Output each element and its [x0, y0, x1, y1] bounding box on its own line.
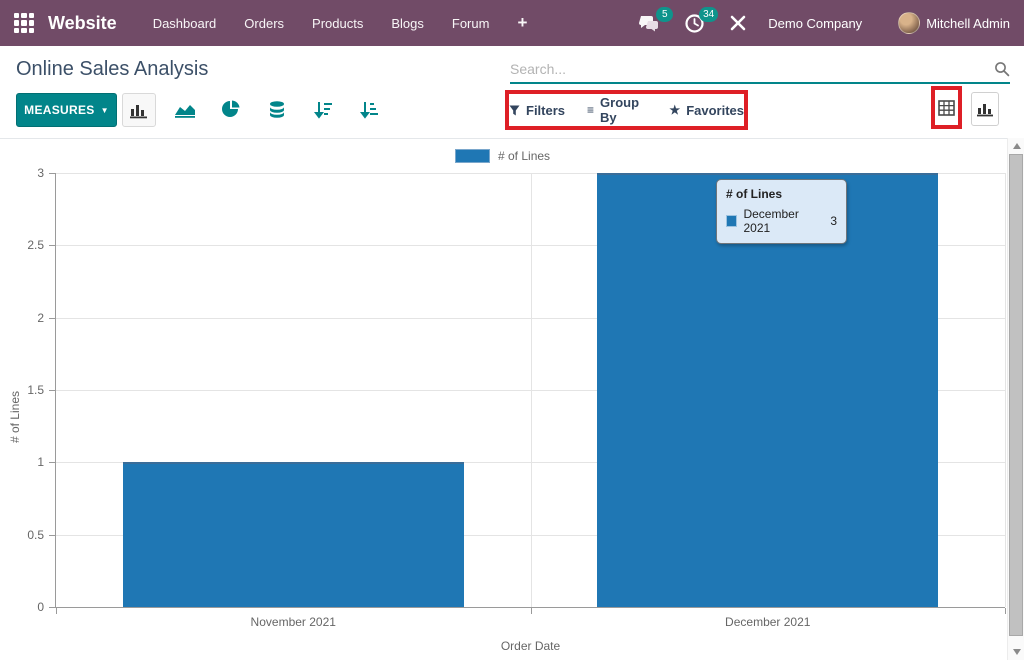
y-tick-label: 1.5: [27, 383, 44, 397]
messages-badge: 5: [656, 7, 673, 22]
scroll-up-arrow[interactable]: [1008, 138, 1024, 154]
user-avatar[interactable]: [898, 12, 920, 34]
pivot-view-annotation-box: [931, 86, 962, 129]
bar-chart-icon: [129, 101, 149, 119]
apps-menu-icon[interactable]: [14, 13, 34, 33]
company-switcher[interactable]: Demo Company: [768, 16, 862, 31]
y-tick-mark: [49, 318, 55, 319]
y-tick-mark: [49, 462, 55, 463]
user-menu[interactable]: Mitchell Admin: [926, 16, 1010, 31]
scroll-down-arrow[interactable]: [1008, 644, 1024, 660]
search-bar: [510, 56, 1010, 84]
page-title: Online Sales Analysis: [16, 58, 208, 81]
sort-asc-icon: [359, 100, 379, 120]
nav-item-products[interactable]: Products: [298, 0, 377, 46]
y-tick-label: 2.5: [27, 238, 44, 252]
sort-descending-button[interactable]: [306, 93, 340, 127]
x-tick-mark: [1005, 608, 1006, 614]
filter-funnel-icon: [509, 105, 520, 116]
y-axis-title: # of Lines: [8, 391, 22, 443]
caret-down-icon: ▼: [101, 106, 109, 115]
nav-item-dashboard[interactable]: Dashboard: [139, 0, 231, 46]
bar-chart-type-button[interactable]: [122, 93, 156, 127]
sort-ascending-button[interactable]: [352, 93, 386, 127]
nav-item-forum[interactable]: Forum: [438, 0, 504, 46]
tooltip-swatch: [726, 215, 737, 227]
vertical-scrollbar: [1007, 138, 1024, 660]
table-grid-icon: [938, 100, 955, 116]
search-icon[interactable]: [994, 61, 1010, 77]
x-tick-mark: [531, 608, 532, 614]
search-facets-annotation-box: Filters ≡ Group By ★ Favorites: [505, 90, 748, 130]
measures-button[interactable]: MEASURES ▼: [16, 93, 117, 127]
tooltip-value: 3: [830, 214, 837, 228]
group-by-button[interactable]: ≡ Group By: [587, 95, 647, 125]
legend-swatch: [455, 149, 490, 163]
y-tick-label: 0.5: [27, 528, 44, 542]
y-tick-label: 0: [37, 600, 44, 614]
graph-view-icon: [976, 101, 994, 117]
sort-desc-icon: [313, 100, 333, 120]
scrollbar-thumb[interactable]: [1009, 154, 1023, 636]
y-tick-mark: [49, 607, 55, 608]
app-name[interactable]: Website: [48, 13, 117, 34]
pie-chart-icon: [221, 100, 241, 120]
area-chart-icon: [174, 101, 196, 119]
y-tick-mark: [49, 390, 55, 391]
tooltip-title: # of Lines: [726, 187, 837, 201]
chart-area: # of Lines # of Lines Order Date 00.511.…: [0, 138, 1007, 660]
favorites-button[interactable]: ★ Favorites: [669, 103, 744, 118]
tooltip-label: December 2021: [743, 207, 824, 235]
toolbar: MEASURES ▼: [0, 86, 1024, 138]
plot-area: Order Date 00.511.522.53November 2021Dec…: [55, 173, 1005, 608]
vertical-gridline: [531, 173, 532, 607]
x-category-label: November 2021: [251, 615, 336, 629]
chart-tooltip: # of Lines December 2021 3: [716, 179, 847, 244]
graph-view-button[interactable]: [971, 92, 999, 126]
nav-item-blogs[interactable]: Blogs: [377, 0, 438, 46]
pivot-view-button[interactable]: [938, 100, 955, 116]
x-axis-title: Order Date: [501, 639, 560, 653]
y-tick-mark: [49, 245, 55, 246]
database-stack-icon: [267, 100, 287, 120]
y-tick-mark: [49, 535, 55, 536]
y-tick-label: 3: [37, 166, 44, 180]
line-chart-type-button[interactable]: [168, 93, 202, 127]
stacked-toggle-button[interactable]: [260, 93, 294, 127]
x-tick-mark: [56, 608, 57, 614]
activities-button[interactable]: 34: [685, 14, 704, 33]
nav-item-orders[interactable]: Orders: [230, 0, 298, 46]
pie-chart-type-button[interactable]: [214, 93, 248, 127]
x-category-label: December 2021: [725, 615, 810, 629]
star-icon: ★: [669, 103, 680, 117]
developer-tools-icon[interactable]: [730, 15, 746, 31]
group-by-icon: ≡: [587, 103, 594, 117]
vertical-gridline: [1005, 173, 1006, 607]
plus-icon[interactable]: +: [503, 0, 541, 46]
legend-label: # of Lines: [498, 149, 550, 163]
search-input[interactable]: [510, 61, 994, 77]
activities-badge: 34: [699, 7, 718, 22]
y-tick-mark: [49, 173, 55, 174]
messages-button[interactable]: 5: [639, 14, 659, 32]
y-tick-label: 2: [37, 311, 44, 325]
bar-november-2021[interactable]: [123, 462, 464, 607]
top-navbar: Website Dashboard Orders Products Blogs …: [0, 0, 1024, 46]
y-tick-label: 1: [37, 455, 44, 469]
filters-button[interactable]: Filters: [509, 103, 565, 118]
chart-type-buttons: [122, 93, 386, 127]
legend-item[interactable]: # of Lines: [455, 149, 550, 163]
